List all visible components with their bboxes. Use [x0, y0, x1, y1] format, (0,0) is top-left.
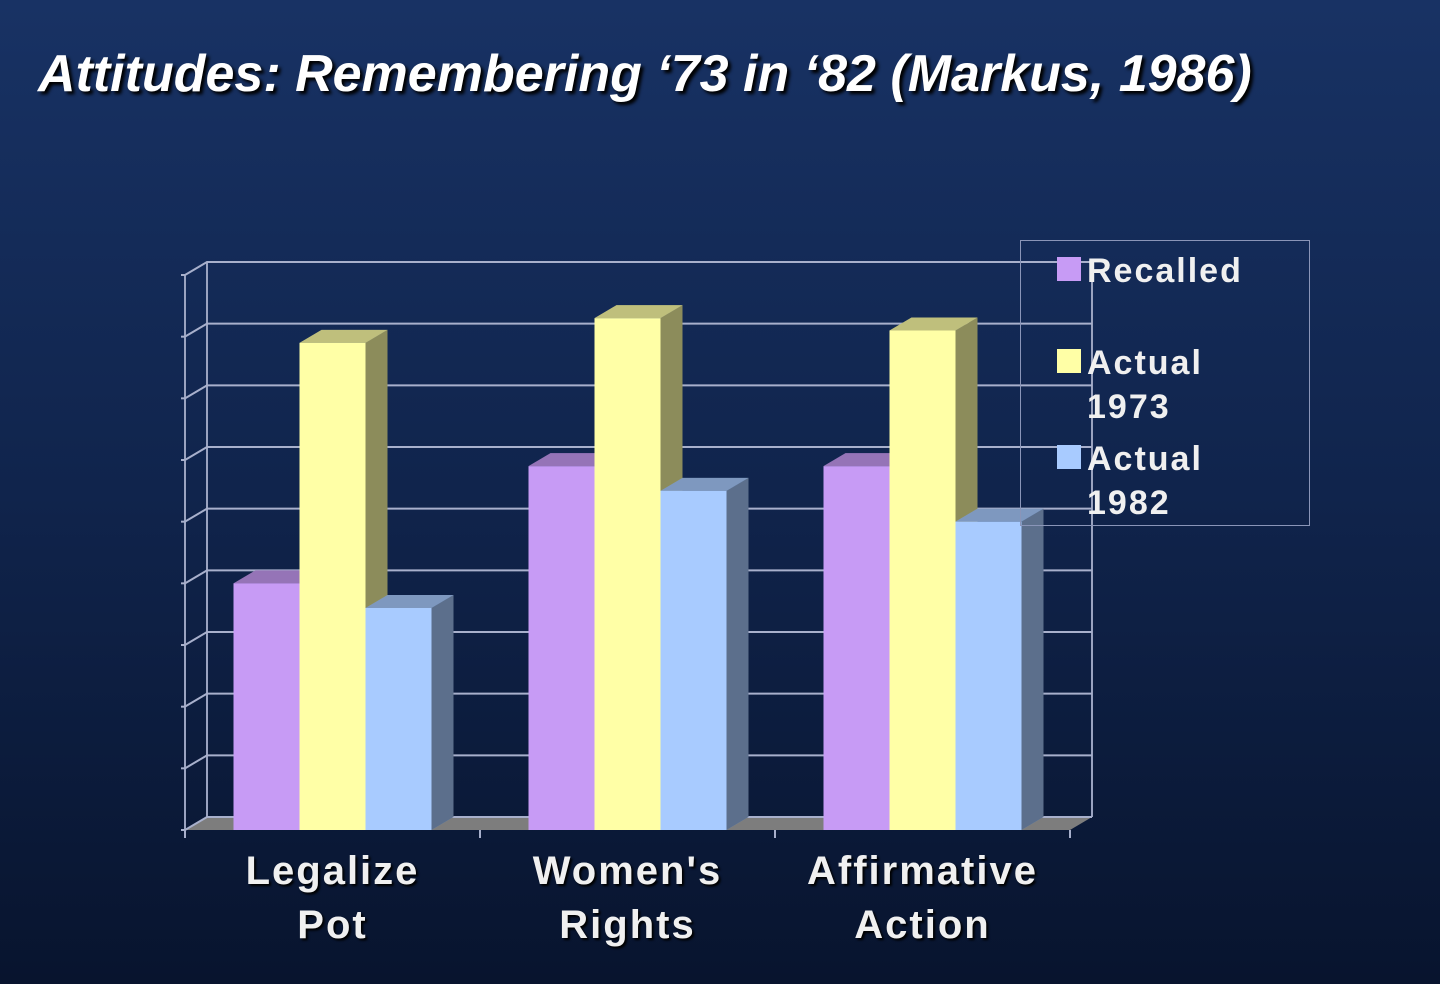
grid-line	[184, 322, 1092, 338]
bar-top	[660, 477, 749, 491]
bar	[528, 466, 595, 830]
bar-top-shade	[660, 477, 749, 491]
grid-line	[184, 631, 1092, 646]
bar-side-shade	[1021, 508, 1044, 830]
grid-line	[184, 384, 1092, 400]
x-tick-label-box: Affirmative Action	[773, 844, 1073, 952]
grid-line	[184, 692, 1092, 708]
legend-entry: Recalled	[1057, 249, 1243, 293]
legend-swatch	[1057, 349, 1081, 373]
bar	[299, 342, 366, 830]
grid-line	[184, 261, 1092, 276]
bar	[365, 608, 432, 830]
bar	[660, 490, 727, 830]
legend-label: Actual 1982	[1087, 440, 1203, 522]
bar-top	[365, 595, 454, 608]
grid-line	[184, 446, 1092, 461]
bar-side	[726, 477, 749, 830]
bar	[823, 466, 890, 830]
bar-top-shade	[299, 329, 388, 343]
chart-title: Attitudes: Remembering ‘73 in ‘82 (Marku…	[38, 45, 1252, 103]
bar	[233, 583, 300, 830]
x-tick-label: Legalize Pot	[245, 849, 420, 947]
bar-top-shade	[594, 305, 683, 319]
x-tick-label: Affirmative Action	[807, 849, 1038, 947]
grid-line	[184, 569, 1092, 585]
bar-top	[955, 508, 1044, 522]
bar	[594, 318, 661, 830]
x-tick-label-box: Women's Rights	[478, 844, 778, 952]
x-tick-label: Women's Rights	[532, 849, 723, 947]
bar	[955, 521, 1022, 830]
bar-top	[889, 317, 978, 331]
x-tick-label-box: Legalize Pot	[183, 844, 483, 952]
bar-side-shade	[726, 477, 749, 830]
legend-label: Actual 1973	[1087, 344, 1203, 426]
legend: Recalled Actual 1973 Actual 1982	[1020, 240, 1310, 526]
legend-entry: Actual 1982	[1057, 437, 1203, 525]
legend-label: Recalled	[1087, 252, 1243, 290]
legend-entry: Actual 1973	[1057, 341, 1203, 429]
bar-side	[431, 595, 454, 830]
grid-line	[184, 754, 1092, 770]
bar-side-shade	[431, 595, 454, 830]
legend-swatch	[1057, 445, 1081, 469]
grid-line	[184, 507, 1092, 523]
bar	[889, 330, 956, 830]
bar-top	[299, 329, 388, 343]
bar-top	[594, 305, 683, 319]
bar-side	[1021, 508, 1044, 830]
bar-top-shade	[889, 317, 978, 331]
grid-line	[184, 816, 1092, 831]
bar-top-shade	[365, 595, 454, 608]
bar-top-shade	[955, 508, 1044, 522]
legend-swatch	[1057, 257, 1081, 281]
